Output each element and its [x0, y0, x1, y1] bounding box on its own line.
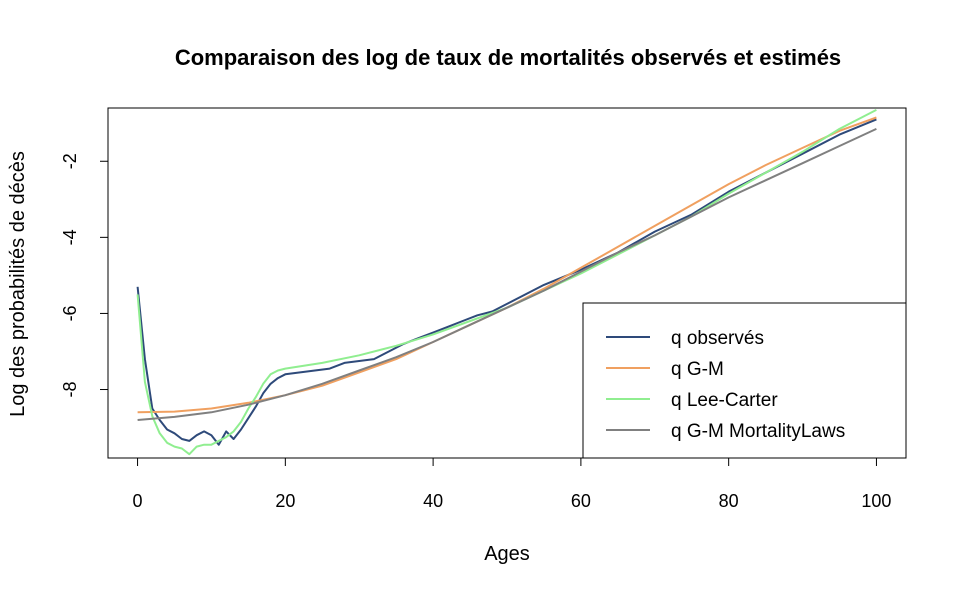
x-tick-label: 0 [133, 491, 143, 511]
legend-label-3: q G-M MortalityLaws [671, 421, 845, 442]
legend-label-1: q G-M [671, 359, 724, 380]
series-layer [136, 109, 877, 456]
y-tick-label: -4 [60, 229, 80, 245]
x-tick-label: 80 [719, 491, 739, 511]
chart-title: Comparaison des log de taux de mortalité… [175, 45, 841, 70]
y-tick-label: -8 [60, 382, 80, 398]
legend-label-0: q observés [671, 328, 764, 349]
y-axis: -8 -6 -4 -2 [60, 153, 109, 398]
x-axis-label: Ages [484, 543, 530, 565]
y-axis-label: Log des probabilités de décès [7, 151, 29, 417]
x-tick-label: 20 [275, 491, 295, 511]
x-tick-label: 100 [861, 491, 891, 511]
series-line-3 [137, 127, 877, 421]
x-tick-label: 60 [571, 491, 591, 511]
legend-label-2: q Lee-Carter [671, 390, 778, 411]
x-tick-label: 40 [423, 491, 443, 511]
y-tick-label: -2 [60, 153, 80, 169]
legend-box [582, 302, 907, 459]
legend: q observés q G-M q Lee-Carter q G-M Mortali… [582, 302, 907, 459]
y-tick-label: -6 [60, 305, 80, 321]
x-axis: 0 20 40 60 80 100 [133, 457, 891, 511]
